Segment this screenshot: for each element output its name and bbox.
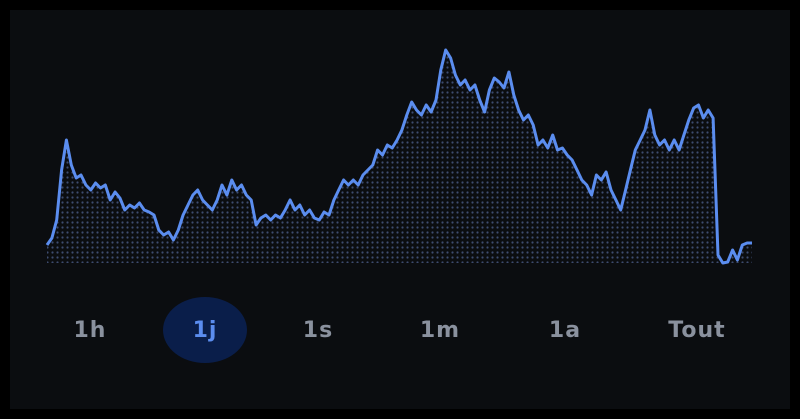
- range-button[interactable]: 1a: [549, 318, 581, 343]
- range-button[interactable]: 1h: [74, 318, 107, 343]
- area: [47, 50, 752, 263]
- range-button[interactable]: 1s: [303, 318, 333, 343]
- range-button[interactable]: 1m: [420, 318, 460, 343]
- price-line: [45, 48, 752, 265]
- range-button[interactable]: Tout: [668, 318, 725, 343]
- selected-range-bg: [163, 297, 247, 363]
- range-button[interactable]: 1j: [193, 318, 218, 343]
